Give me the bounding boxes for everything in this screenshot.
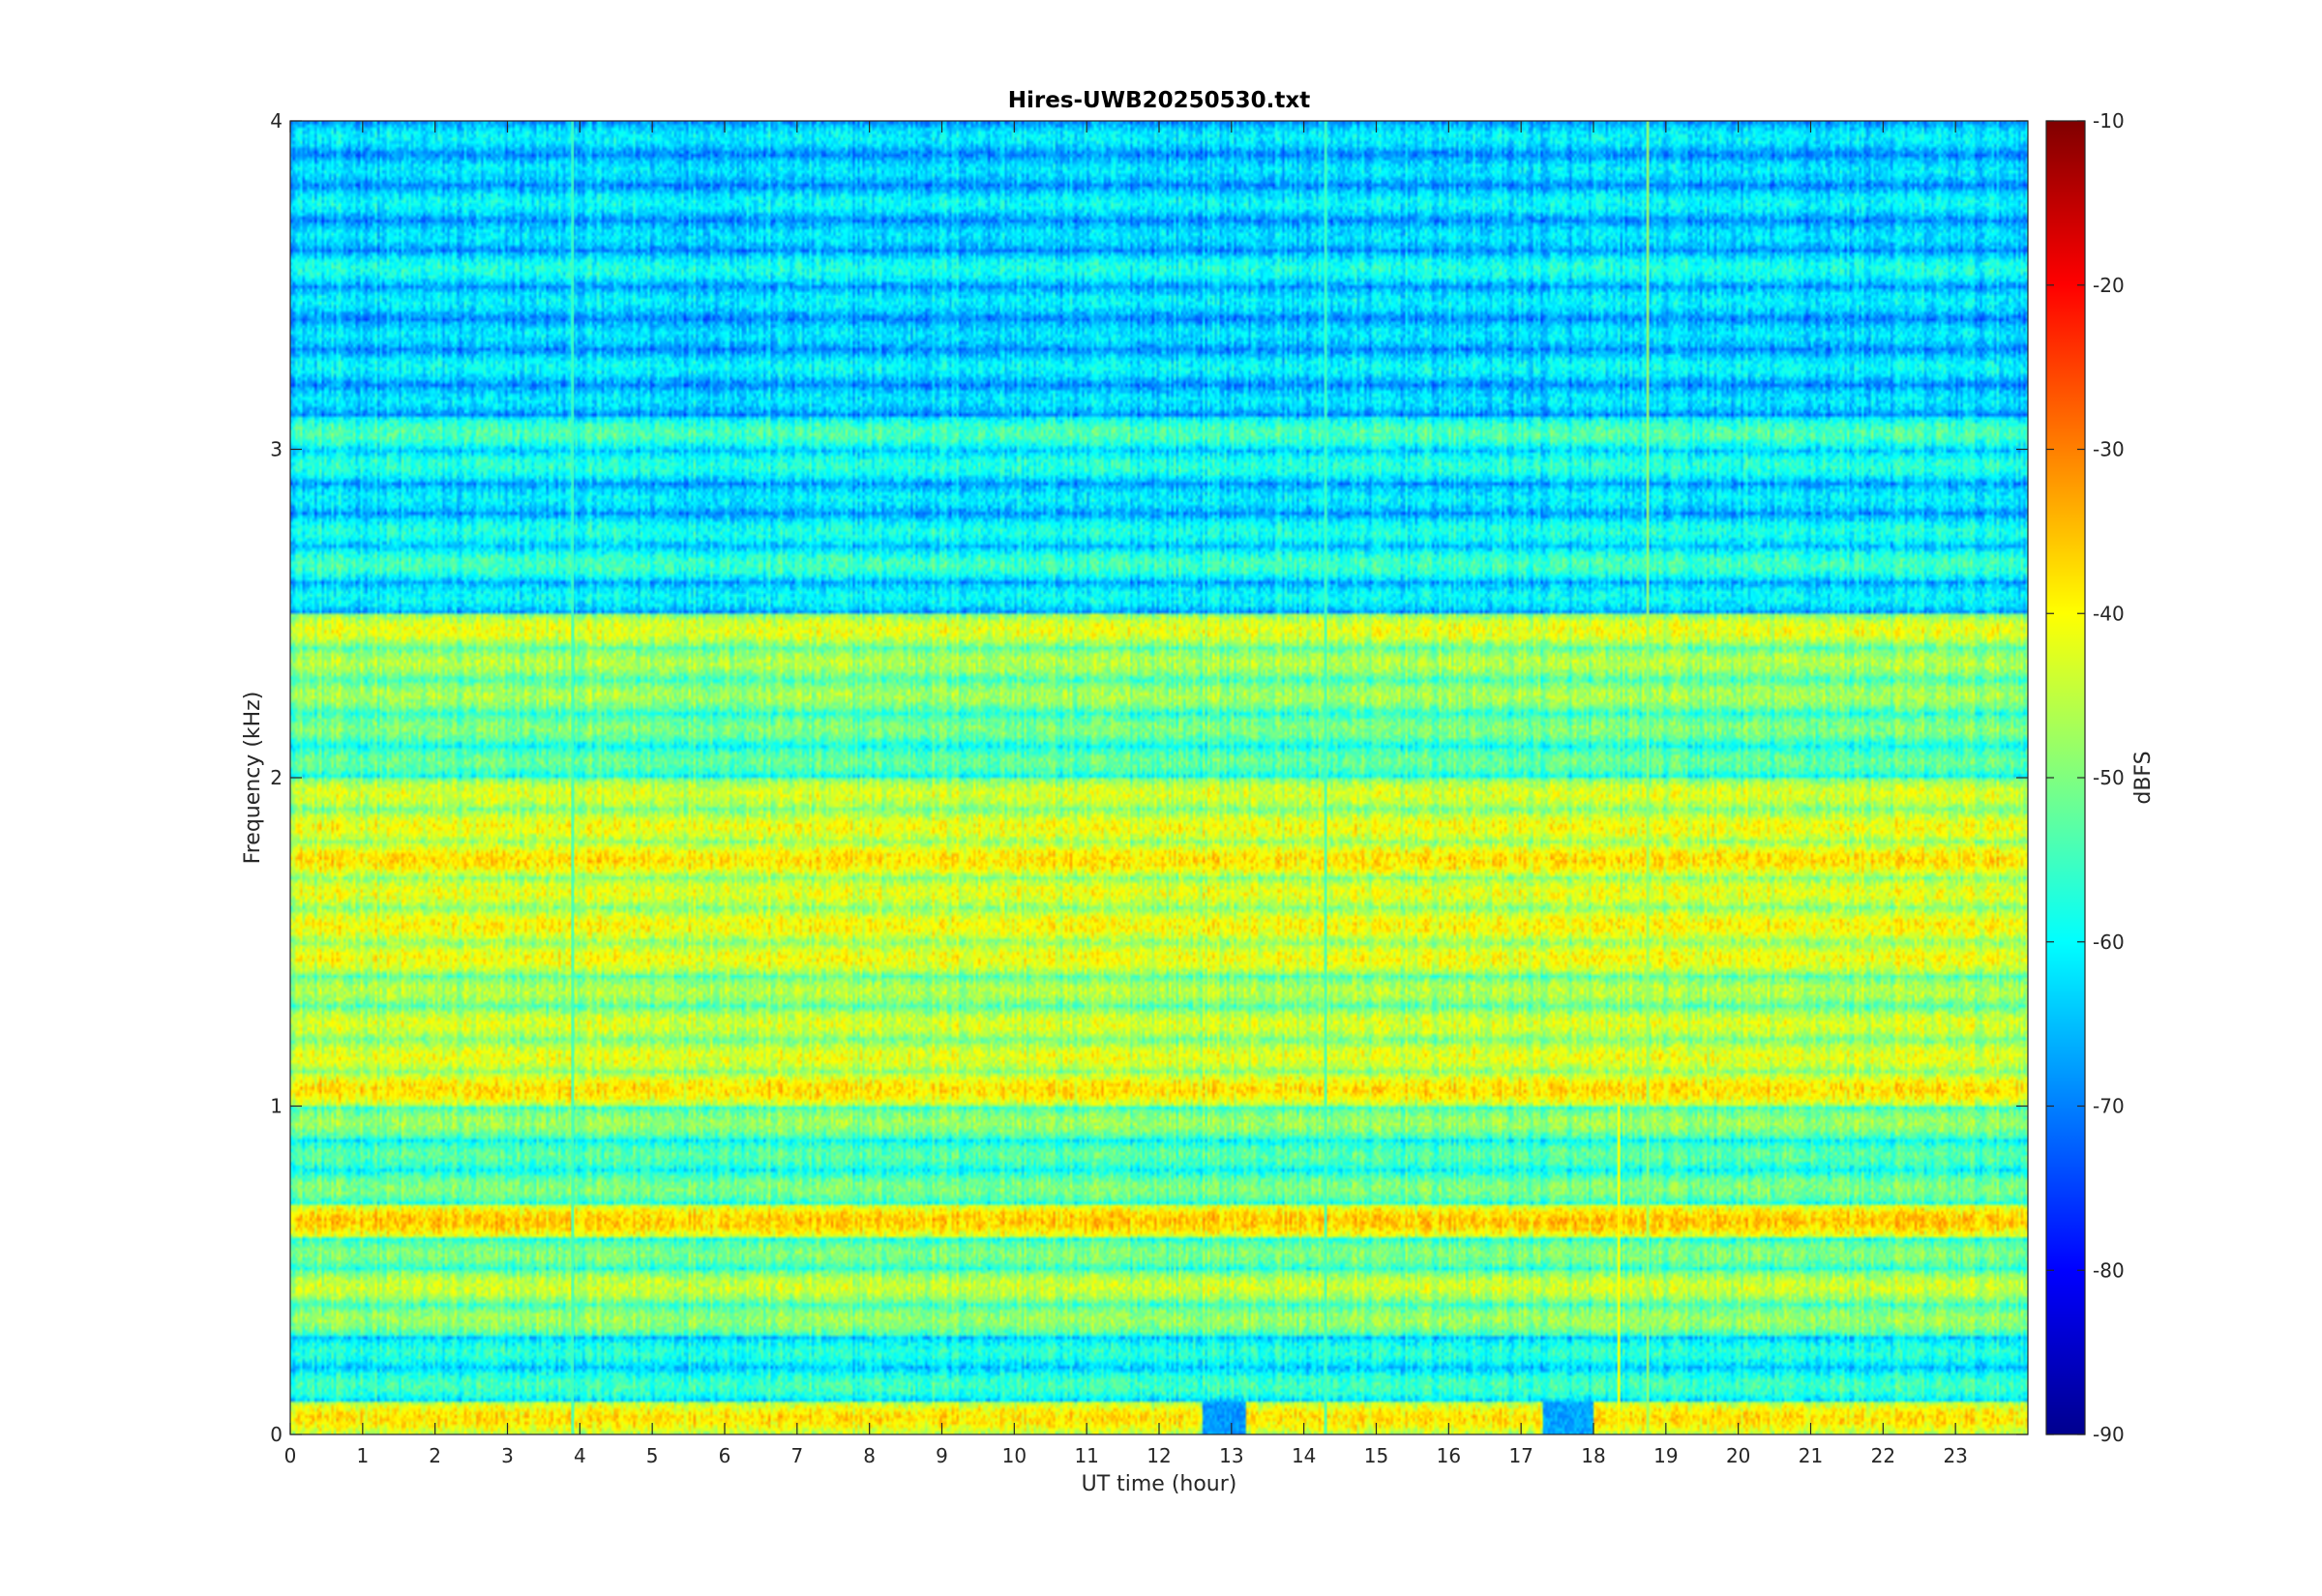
y-tick-label: 2 (270, 766, 283, 789)
colorbar-tick-label: -30 (2093, 438, 2125, 461)
colorbar-ticks: -10 -20 -30 -40 -50 -60 -70 -80 -90 (2046, 109, 2125, 1446)
x-tick-label: 14 (1292, 1444, 1316, 1467)
x-tick-label: 19 (1653, 1444, 1678, 1467)
colorbar: -10 -20 -30 -40 -50 -60 -70 -80 -90 dBFS (2045, 109, 2156, 1446)
x-tick-label: 21 (1799, 1444, 1823, 1467)
x-axis-label: UT time (hour) (1082, 1472, 1237, 1496)
x-tick-label: 1 (356, 1444, 369, 1467)
y-tick-label: 0 (270, 1423, 283, 1446)
x-tick-label: 12 (1146, 1444, 1171, 1467)
x-tick-label: 13 (1219, 1444, 1243, 1467)
y-axis-label: Frequency (kHz) (241, 692, 265, 865)
y-axis: 0 1 2 3 4 (270, 109, 2028, 1446)
x-tick-label: 7 (790, 1444, 803, 1467)
x-tick-label: 11 (1074, 1444, 1098, 1467)
y-tick-label: 4 (270, 109, 283, 133)
colorbar-tick-label: -10 (2093, 109, 2125, 133)
x-tick-label: 17 (1508, 1444, 1533, 1467)
spike-line (1617, 1106, 1621, 1434)
x-tick-label: 2 (429, 1444, 441, 1467)
x-axis: 0 1 2 3 4 5 6 7 8 9 10 11 12 13 14 15 16 17 18 19 20 21 22 23 (284, 121, 1968, 1467)
x-tick-label: 20 (1726, 1444, 1750, 1467)
colorbar-tick-label: -40 (2093, 602, 2125, 625)
colorbar-tick-label: -20 (2093, 274, 2125, 297)
colorbar-tick-label: -70 (2093, 1095, 2125, 1118)
x-tick-label: 23 (1943, 1444, 1967, 1467)
colorbar-tick-label: -90 (2093, 1423, 2125, 1446)
spectrogram-heatmap (290, 121, 2028, 1434)
x-tick-label: 16 (1437, 1444, 1461, 1467)
plot-area (289, 120, 2029, 1435)
colorbar-tick-label: -80 (2093, 1258, 2125, 1282)
spike-line (1324, 121, 1327, 1434)
x-tick-label: 8 (863, 1444, 876, 1467)
x-tick-label: 3 (501, 1444, 514, 1467)
colorbar-tick-label: -50 (2093, 766, 2125, 789)
x-tick-label: 9 (936, 1444, 948, 1467)
chart-title: Hires-UWB20250530.txt (1008, 88, 1310, 113)
x-tick-label: 0 (284, 1444, 297, 1467)
y-tick-label: 1 (270, 1095, 283, 1118)
spike-line (571, 121, 575, 1434)
x-tick-label: 5 (646, 1444, 659, 1467)
heatmap-overlays (571, 121, 1650, 1434)
colorbar-label: dBFS (2131, 751, 2156, 804)
spike-line (1646, 121, 1650, 1434)
x-tick-label: 4 (574, 1444, 586, 1467)
colorbar-tick-label: -60 (2093, 931, 2125, 954)
x-tick-label: 22 (1871, 1444, 1895, 1467)
x-tick-label: 15 (1364, 1444, 1388, 1467)
y-tick-label: 3 (270, 438, 283, 461)
x-tick-label: 10 (1002, 1444, 1027, 1467)
x-tick-label: 18 (1581, 1444, 1605, 1467)
x-tick-label: 6 (719, 1444, 731, 1467)
